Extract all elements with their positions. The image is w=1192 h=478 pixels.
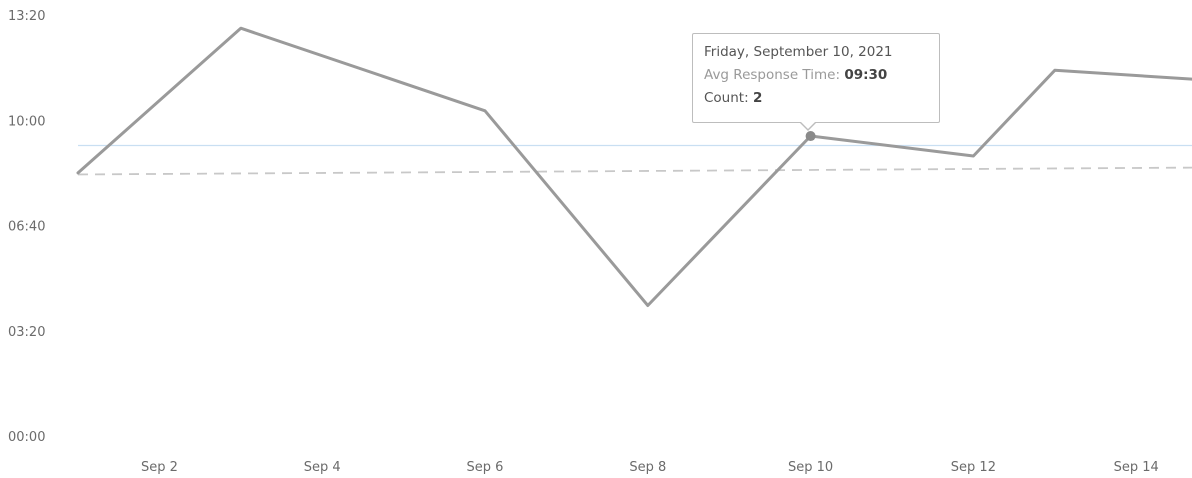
y-tick-label: 10:00: [8, 114, 45, 129]
x-tick-label: Sep 4: [304, 460, 341, 475]
series-line: [76, 26, 1192, 307]
x-tick-label: Sep 6: [467, 460, 504, 475]
trend-line: [77, 166, 1192, 176]
tooltip-count-label: Count:: [704, 90, 753, 106]
tooltip-count-row: Count: 2: [704, 87, 928, 110]
y-tick-label: 13:20: [8, 9, 45, 24]
series-group: [76, 26, 1192, 307]
hover-point[interactable]: [805, 131, 816, 142]
x-tick-label: Sep 2: [141, 460, 178, 475]
y-tick-label: 03:20: [8, 325, 45, 340]
y-axis: 00:00 03:20 06:40 10:00 13:20: [8, 9, 45, 445]
tooltip-count-value: 2: [752, 90, 763, 106]
y-tick-label: 06:40: [8, 220, 45, 235]
x-tick-label: Sep 12: [951, 460, 996, 475]
y-tick-label: 00:00: [8, 430, 45, 445]
tooltip: Friday, September 10, 2021 Avg Response …: [692, 33, 940, 123]
x-tick-label: Sep 14: [1114, 460, 1159, 475]
tooltip-avg-value: 09:30: [844, 67, 888, 83]
tooltip-avg-label: Avg Response Time:: [704, 67, 845, 83]
tooltip-date: Friday, September 10, 2021: [704, 44, 893, 60]
x-tick-label: Sep 8: [629, 460, 666, 475]
tooltip-avg-row: Avg Response Time: 09:30: [704, 64, 928, 87]
x-tick-label: Sep 10: [788, 460, 833, 475]
reference-lines: [77, 144, 1192, 176]
x-axis: Sep 2 Sep 4 Sep 6 Sep 8 Sep 10 Sep 12 Sep 14: [141, 460, 1159, 475]
tooltip-arrow-fill: [800, 121, 816, 129]
